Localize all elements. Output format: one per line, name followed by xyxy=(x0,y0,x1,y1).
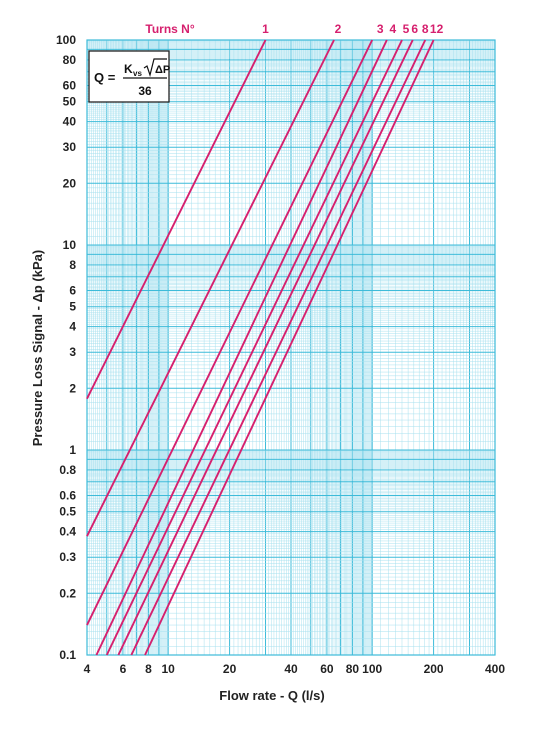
y-tick-label: 0.2 xyxy=(59,586,76,600)
series-label-2: 2 xyxy=(335,22,342,36)
series-label-6: 6 xyxy=(411,22,418,36)
y-tick-labels: 0.1 0.2 0.3 0.4 0.5 0.6 0.8 1 2 3 4 5 6 8 10 20 30 40 50 60… xyxy=(56,33,76,662)
y-tick-label: 0.4 xyxy=(59,525,76,539)
series-label-8: 8 xyxy=(422,22,429,36)
x-tick-label: 100 xyxy=(362,662,382,676)
legend-title: Turns N° xyxy=(145,22,194,36)
y-tick-label: 100 xyxy=(56,33,76,47)
y-tick-label: 1 xyxy=(69,443,76,457)
x-tick-label: 60 xyxy=(320,662,334,676)
y-tick-label: 20 xyxy=(63,176,77,190)
series-line-1 xyxy=(86,39,267,400)
x-tick-label: 200 xyxy=(424,662,444,676)
y-tick-label: 5 xyxy=(69,300,76,314)
x-tick-label: 10 xyxy=(162,662,176,676)
series-line-6 xyxy=(117,39,414,656)
y-tick-label: 0.6 xyxy=(59,488,76,502)
y-tick-label: 6 xyxy=(69,283,76,297)
formula-k: K xyxy=(124,62,133,76)
formula-lhs: Q = xyxy=(94,70,116,85)
formula-k-subscript: vs xyxy=(133,69,142,78)
y-tick-label: 0.1 xyxy=(59,648,76,662)
y-tick-label: 80 xyxy=(63,53,77,67)
series-label-3: 3 xyxy=(377,22,384,36)
formula-box: Q = K vs ΔP 36 xyxy=(88,50,170,103)
series-line-8 xyxy=(130,39,427,656)
series-labels: 1 2 3 4 5 6 8 12 xyxy=(262,22,443,36)
x-tick-label: 80 xyxy=(346,662,360,676)
series-line-12 xyxy=(144,39,435,656)
x-axis-title: Flow rate - Q (l/s) xyxy=(219,688,324,703)
y-tick-label: 3 xyxy=(69,345,76,359)
y-tick-label: 4 xyxy=(69,320,76,334)
y-tick-label: 30 xyxy=(63,140,77,154)
y-tick-label: 0.3 xyxy=(59,550,76,564)
series-line-2 xyxy=(86,39,335,537)
y-axis-title: Pressure Loss Signal - Δp (kPa) xyxy=(30,250,45,446)
formula-radicand: ΔP xyxy=(155,64,170,76)
grid xyxy=(86,39,496,656)
y-tick-label: 2 xyxy=(69,381,76,395)
y-tick-label: 0.5 xyxy=(59,505,76,519)
formula-radical xyxy=(143,58,167,78)
x-tick-label: 4 xyxy=(84,662,91,676)
y-tick-label: 10 xyxy=(63,238,77,252)
y-tick-label: 40 xyxy=(63,115,77,129)
y-tick-label: 8 xyxy=(69,258,76,272)
series-label-1: 1 xyxy=(262,22,269,36)
x-tick-labels: 4 6 8 10 20 40 60 80 100 200 400 xyxy=(84,662,506,676)
x-tick-label: 8 xyxy=(145,662,152,676)
series-label-5: 5 xyxy=(403,22,410,36)
series-line-3 xyxy=(86,39,374,626)
x-tick-label: 20 xyxy=(223,662,237,676)
x-tick-label: 400 xyxy=(485,662,505,676)
y-tick-label: 60 xyxy=(63,78,77,92)
series-line-4 xyxy=(95,39,388,656)
series-line-5 xyxy=(105,39,403,656)
series-label-4: 4 xyxy=(389,22,396,36)
series-label-12: 12 xyxy=(430,22,444,36)
y-tick-label: 50 xyxy=(63,95,77,109)
x-tick-label: 40 xyxy=(284,662,298,676)
series-lines xyxy=(86,39,435,656)
plot-frame xyxy=(86,39,496,656)
y-tick-label: 0.8 xyxy=(59,463,76,477)
x-tick-label: 6 xyxy=(120,662,127,676)
formula-denominator: 36 xyxy=(138,84,152,98)
